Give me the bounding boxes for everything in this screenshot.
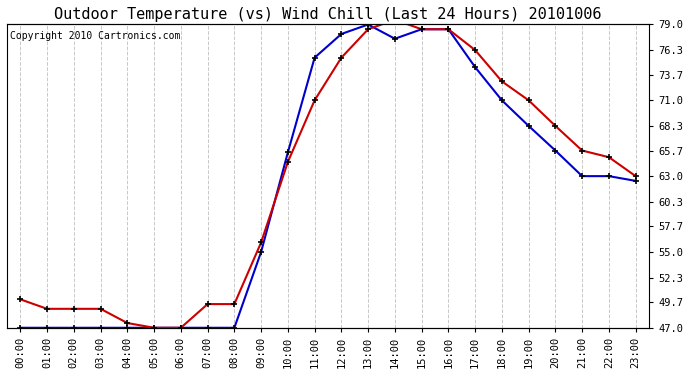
Text: Copyright 2010 Cartronics.com: Copyright 2010 Cartronics.com (10, 31, 181, 40)
Title: Outdoor Temperature (vs) Wind Chill (Last 24 Hours) 20101006: Outdoor Temperature (vs) Wind Chill (Las… (55, 7, 602, 22)
